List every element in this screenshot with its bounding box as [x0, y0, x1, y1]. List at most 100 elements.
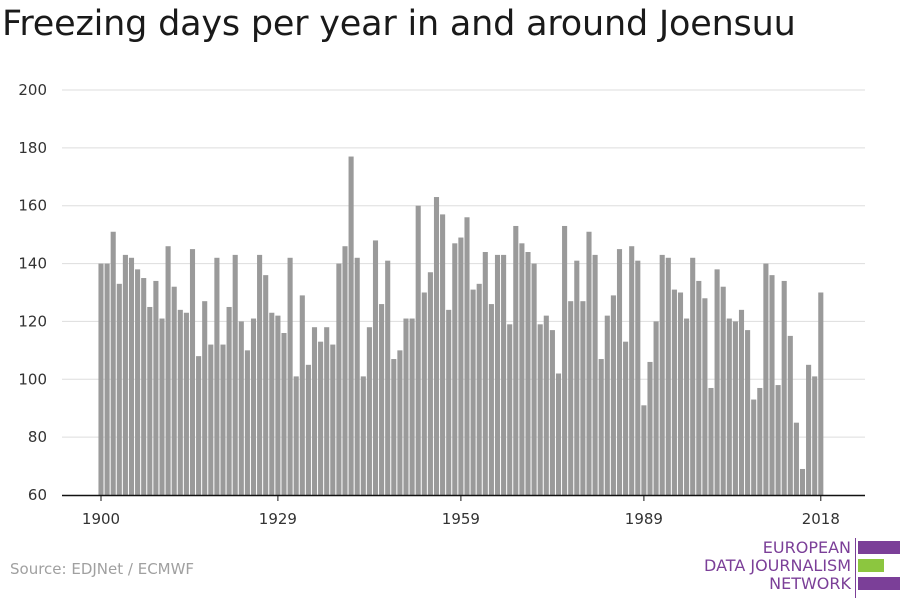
bar-2008: [757, 387, 763, 495]
bar-1932: [293, 376, 299, 495]
bar-2001: [714, 269, 720, 495]
bar-1922: [232, 254, 238, 495]
bar-1910: [159, 318, 165, 495]
bar-1923: [238, 321, 244, 495]
bar-1901: [104, 263, 110, 495]
bar-1960: [464, 217, 470, 496]
bar-1965: [494, 254, 501, 495]
x-tick-label-2018: 2018: [802, 510, 840, 528]
bar-1914: [183, 312, 189, 495]
bar-1996: [684, 318, 690, 495]
x-tick-label-1900: 1900: [82, 510, 120, 528]
bar-1998: [696, 280, 702, 495]
bar-1944: [366, 327, 372, 495]
bar-1935: [311, 327, 318, 495]
y-tick-label-140: 140: [18, 255, 47, 273]
bar-2010: [769, 275, 775, 495]
bar-1957: [446, 309, 452, 495]
x-tick-label-1989: 1989: [625, 510, 663, 528]
bar-1989: [641, 405, 647, 495]
bar-1920: [220, 344, 226, 495]
bar-1977: [568, 301, 574, 495]
source-note: Source: EDJNet / ECMWF: [10, 560, 195, 578]
y-tick-label-120: 120: [18, 312, 47, 330]
bar-2002: [720, 286, 726, 495]
bar-1953: [421, 292, 427, 495]
bar-2016: [806, 364, 812, 495]
bar-1924: [244, 350, 250, 495]
bar-1945: [372, 240, 379, 495]
x-tick-label-1959: 1959: [442, 510, 480, 528]
bar-1963: [482, 252, 488, 495]
bar-1961: [470, 289, 476, 495]
bar-1971: [531, 263, 537, 495]
bar-1955: [433, 197, 440, 496]
bar-1966: [501, 254, 507, 495]
bar-1959: [458, 237, 464, 496]
bar-1988: [635, 260, 641, 495]
logo-bar-green: [858, 559, 884, 572]
bar-1919: [214, 257, 220, 495]
bar-1911: [165, 246, 171, 495]
bar-1985: [616, 249, 623, 495]
bar-1974: [549, 330, 555, 495]
bar-2018: [818, 292, 824, 495]
bar-1946: [379, 304, 385, 495]
bar-1968: [513, 225, 519, 495]
bar-1964: [488, 304, 494, 495]
bar-1903: [116, 283, 122, 495]
bar-1933: [299, 295, 305, 495]
bar-2017: [812, 376, 818, 495]
bar-1926: [257, 254, 263, 495]
bar-2003: [726, 318, 732, 495]
bar-1990: [647, 361, 653, 495]
bar-2007: [751, 399, 757, 495]
bar-1927: [263, 275, 269, 495]
bar-2009: [763, 263, 769, 495]
bar-1918: [208, 344, 214, 495]
bar-2006: [745, 330, 751, 495]
bar-1908: [147, 306, 153, 495]
bar-1992: [659, 254, 665, 495]
y-tick-label-160: 160: [18, 197, 47, 215]
bar-1997: [690, 257, 696, 495]
bar-1904: [122, 254, 128, 495]
bar-1967: [507, 324, 513, 495]
bar-1972: [537, 324, 543, 495]
bar-1921: [226, 306, 232, 495]
bar-2012: [781, 280, 787, 495]
y-tick-label-200: 200: [18, 81, 47, 99]
bar-1962: [476, 283, 482, 495]
bar-1937: [324, 327, 330, 495]
bar-1976: [562, 225, 568, 495]
chart-title: Freezing days per year in and around Joe…: [2, 4, 796, 44]
bar-1969: [519, 243, 525, 495]
bar-1939: [336, 263, 342, 495]
logo-bar-purple-bottom: [858, 577, 900, 590]
bar-1999: [702, 298, 708, 495]
bar-1950: [403, 318, 409, 495]
logo-line-2: DATA JOURNALISM: [704, 556, 851, 575]
bar-1993: [665, 257, 671, 495]
bar-1917: [202, 301, 208, 495]
bar-1943: [360, 376, 366, 495]
y-tick-label-80: 80: [28, 428, 47, 446]
bar-1978: [574, 260, 580, 495]
bar-1958: [452, 243, 458, 495]
bar-1913: [177, 309, 183, 495]
bar-1984: [610, 295, 616, 495]
bar-1916: [196, 356, 202, 495]
bar-1936: [318, 341, 324, 495]
bar-1982: [598, 359, 604, 495]
bar-1941: [348, 156, 354, 496]
bar-1915: [189, 249, 196, 495]
bar-2004: [732, 321, 738, 495]
bar-1902: [110, 231, 116, 495]
bar-1951: [409, 318, 415, 495]
logo-line-3: NETWORK: [769, 574, 851, 593]
y-tick-label-180: 180: [18, 139, 47, 157]
edjnet-logo[interactable]: EUROPEAN DATA JOURNALISM NETWORK: [700, 538, 900, 598]
bar-1931: [287, 257, 293, 495]
bar-1949: [397, 350, 403, 495]
